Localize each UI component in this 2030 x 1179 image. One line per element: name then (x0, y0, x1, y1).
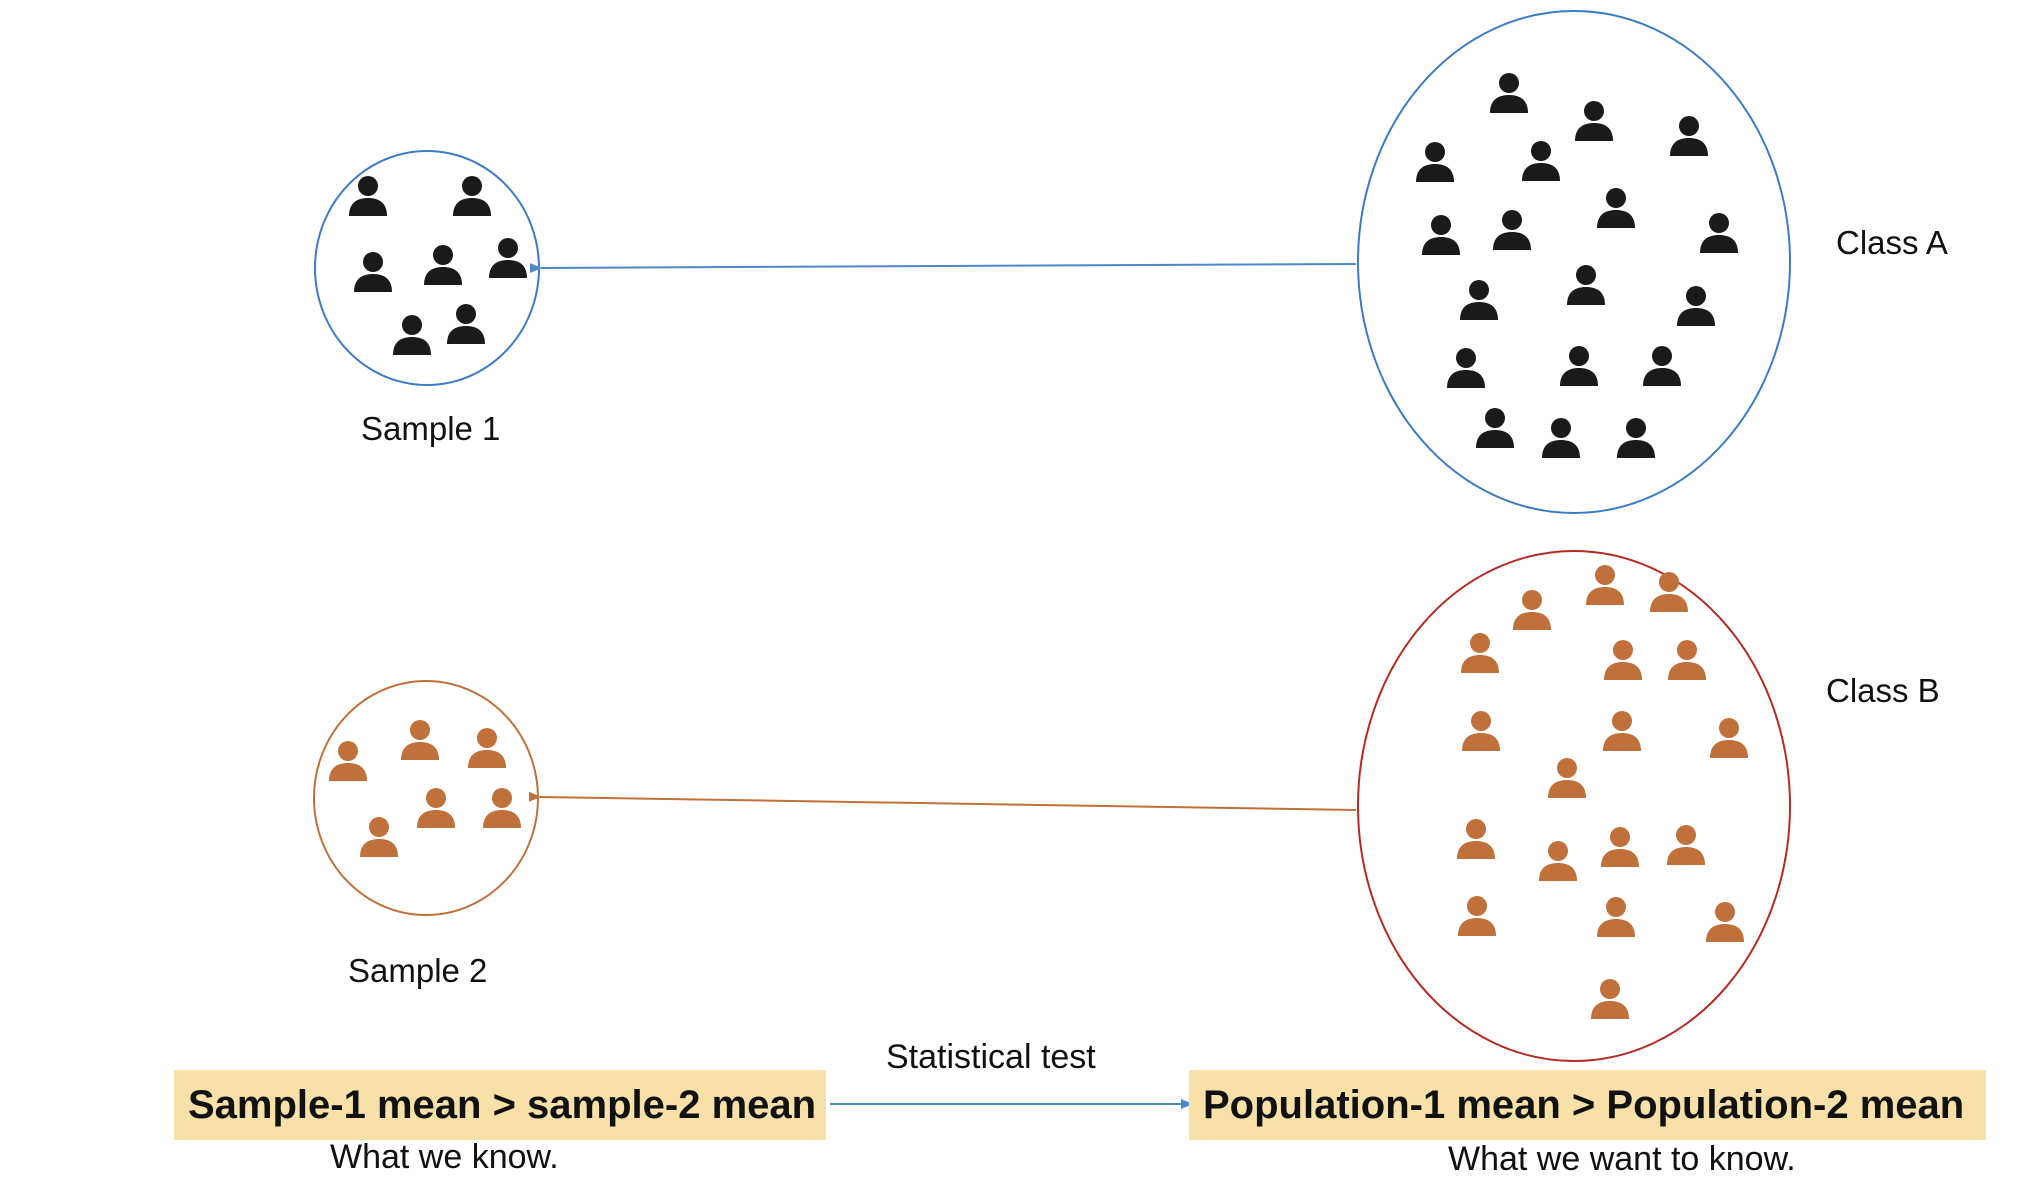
person-icon (1586, 565, 1624, 605)
person-icon (1461, 633, 1499, 673)
class-b-circle (1357, 550, 1791, 1062)
person-icon (1668, 640, 1706, 680)
known-statement-box: Sample-1 mean > sample-2 mean (174, 1070, 826, 1140)
unknown-caption: What we want to know. (1448, 1140, 1796, 1178)
class-a-label: Class A (1836, 224, 1948, 261)
class-b-to-sample2-arrow (528, 791, 1357, 811)
class-b-label: Class B (1826, 672, 1940, 709)
person-icon (393, 315, 431, 355)
person-icon (1604, 640, 1642, 680)
person-icon (447, 304, 485, 344)
person-icon (1603, 711, 1641, 751)
person-icon (1457, 819, 1495, 859)
person-icon (1617, 418, 1655, 458)
person-icon (1513, 590, 1551, 630)
person-icon (1493, 210, 1531, 250)
person-icon (468, 728, 506, 768)
person-icon (1460, 280, 1498, 320)
known-statement-text: Sample-1 mean > sample-2 mean (188, 1082, 817, 1127)
person-icon (1548, 758, 1586, 798)
person-icon (1670, 116, 1708, 156)
person-icon (1667, 825, 1705, 865)
person-icon (1591, 979, 1629, 1019)
person-icon (417, 788, 455, 828)
person-icon (489, 238, 527, 278)
person-icon (1706, 902, 1744, 942)
class-b-people (329, 565, 1748, 1019)
person-icon (1458, 896, 1496, 936)
person-icon (1601, 827, 1639, 867)
person-icon (1422, 215, 1460, 255)
person-icon (1575, 101, 1613, 141)
class-a-to-sample1-arrow (529, 263, 1357, 274)
person-icon (1490, 73, 1528, 113)
person-icon (1597, 188, 1635, 228)
person-icon (1416, 142, 1454, 182)
person-icon (1522, 141, 1560, 181)
person-icon (1542, 418, 1580, 458)
person-icon (354, 252, 392, 292)
person-icon (1447, 348, 1485, 388)
person-icon (1560, 346, 1598, 386)
person-icon (483, 788, 521, 828)
known-caption: What we know. (330, 1138, 559, 1176)
person-icon (1597, 897, 1635, 937)
person-icon (349, 176, 387, 216)
statistical-test-label: Statistical test (886, 1038, 1096, 1076)
person-icon (1539, 841, 1577, 881)
class-a-people (349, 73, 1738, 458)
person-icon (329, 741, 367, 781)
person-icon (1710, 718, 1748, 758)
class-a-circle (1357, 10, 1791, 514)
person-icon (1567, 265, 1605, 305)
person-icon (1700, 213, 1738, 253)
sample1-label: Sample 1 (361, 410, 501, 447)
person-icon (1462, 711, 1500, 751)
person-icon (1643, 346, 1681, 386)
person-icon (453, 176, 491, 216)
person-icon (424, 245, 462, 285)
unknown-statement-text: Population-1 mean > Population-2 mean (1203, 1082, 1965, 1127)
person-icon (401, 720, 439, 760)
sample2-label: Sample 2 (348, 952, 488, 989)
person-icon (360, 817, 398, 857)
person-icon (1677, 286, 1715, 326)
unknown-statement-box: Population-1 mean > Population-2 mean (1189, 1070, 1986, 1140)
person-icon (1650, 572, 1688, 612)
person-icon (1476, 408, 1514, 448)
